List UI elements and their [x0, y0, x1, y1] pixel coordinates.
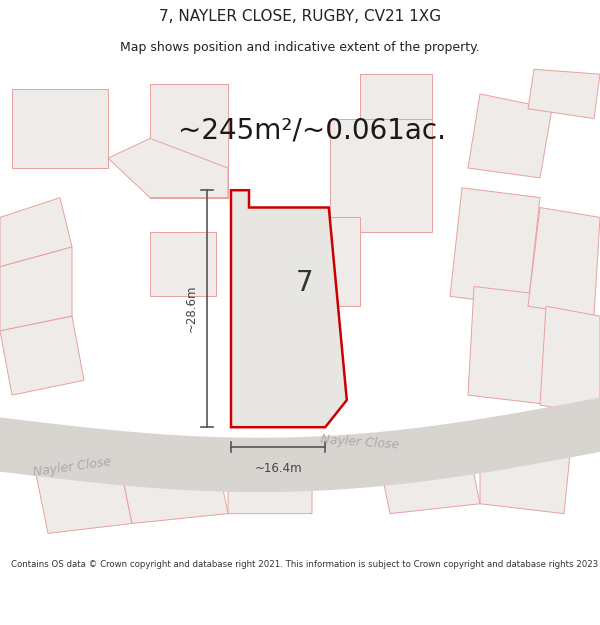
Polygon shape [528, 208, 600, 316]
Polygon shape [36, 464, 132, 533]
Polygon shape [480, 444, 570, 514]
Polygon shape [150, 232, 216, 296]
Polygon shape [150, 84, 228, 198]
Text: Map shows position and indicative extent of the property.: Map shows position and indicative extent… [120, 41, 480, 54]
Text: ~16.4m: ~16.4m [254, 462, 302, 475]
Polygon shape [468, 94, 552, 178]
Polygon shape [0, 198, 72, 267]
Polygon shape [540, 306, 600, 415]
Polygon shape [450, 188, 540, 306]
Polygon shape [0, 247, 72, 331]
Text: 7: 7 [295, 269, 313, 297]
Polygon shape [276, 217, 360, 306]
Text: ~245m²/~0.061ac.: ~245m²/~0.061ac. [178, 117, 446, 145]
Polygon shape [228, 454, 312, 514]
Polygon shape [108, 138, 228, 198]
Polygon shape [468, 286, 558, 405]
Polygon shape [528, 69, 600, 119]
Polygon shape [12, 89, 108, 168]
Text: Nayler Close: Nayler Close [32, 455, 112, 479]
Text: 7, NAYLER CLOSE, RUGBY, CV21 1XG: 7, NAYLER CLOSE, RUGBY, CV21 1XG [159, 9, 441, 24]
Polygon shape [120, 454, 228, 524]
Polygon shape [330, 119, 432, 232]
Polygon shape [0, 398, 600, 492]
Polygon shape [0, 316, 84, 395]
Text: Nayler Close: Nayler Close [320, 432, 400, 451]
Polygon shape [231, 190, 347, 428]
Text: Contains OS data © Crown copyright and database right 2021. This information is : Contains OS data © Crown copyright and d… [11, 560, 600, 569]
Text: ~28.6m: ~28.6m [185, 285, 198, 332]
Polygon shape [378, 444, 480, 514]
Polygon shape [360, 74, 432, 119]
